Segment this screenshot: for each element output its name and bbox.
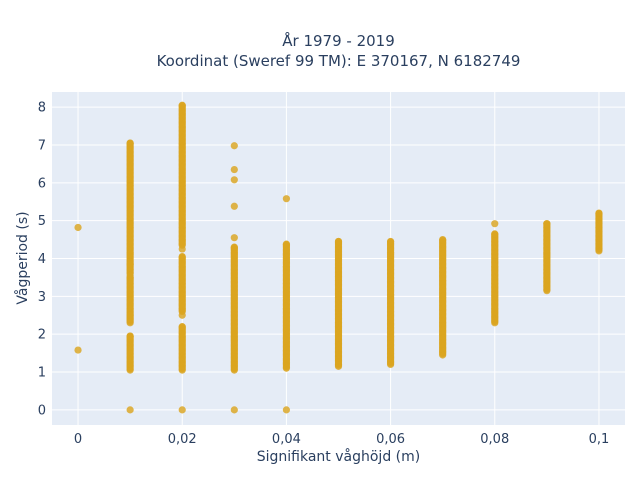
- y-tick-labels: 0 1 2 3 4 5 6 7 8: [38, 101, 46, 419]
- data-point: [126, 271, 134, 280]
- data-point: [126, 260, 134, 268]
- data-point: [178, 253, 186, 261]
- data-point: [178, 323, 186, 331]
- data-point: [230, 202, 238, 210]
- x-tick-label: 0,04: [272, 432, 301, 447]
- data-point: [334, 237, 343, 246]
- data-point: [74, 223, 82, 232]
- data-point: [178, 311, 186, 319]
- data-point: [126, 311, 134, 319]
- data-point: [178, 406, 186, 414]
- y-tick-label: 4: [38, 252, 46, 267]
- data-point: [230, 142, 238, 150]
- y-tick-label: 3: [38, 290, 46, 305]
- data-point: [491, 230, 499, 238]
- y-axis-title: Vågperiod (s): [14, 211, 31, 304]
- x-tick-label: 0,06: [376, 432, 405, 447]
- data-point: [543, 220, 551, 228]
- y-tick-label: 0: [38, 403, 46, 418]
- data-point: [595, 209, 603, 217]
- y-tick-label: 1: [38, 366, 46, 381]
- data-point: [178, 245, 186, 253]
- data-points: [74, 101, 603, 414]
- data-point: [126, 332, 134, 340]
- data-point: [230, 406, 238, 414]
- data-point: [282, 240, 291, 248]
- data-point: [439, 235, 447, 244]
- data-point: [230, 176, 238, 184]
- data-point: [491, 220, 499, 228]
- data-point: [282, 195, 291, 203]
- y-tick-label: 6: [38, 176, 46, 191]
- chart-title: År 1979 - 2019: [282, 31, 395, 50]
- y-tick-label: 8: [38, 101, 46, 116]
- data-point: [126, 406, 134, 414]
- data-point: [74, 346, 82, 354]
- data-point: [230, 243, 238, 251]
- x-axis-title: Signifikant våghöjd (m): [257, 448, 420, 465]
- x-tick-label: 0,1: [589, 432, 610, 447]
- chart-subtitle: Koordinat (Sweref 99 TM): E 370167, N 61…: [157, 52, 521, 70]
- x-tick-label: 0: [74, 432, 82, 447]
- data-point: [386, 237, 395, 246]
- x-tick-label: 0,08: [480, 432, 509, 447]
- data-point: [178, 101, 186, 109]
- data-point: [230, 234, 238, 242]
- x-tick-labels: 0 0,02 0,04 0,06 0,08 0,1: [74, 432, 609, 447]
- y-tick-label: 7: [38, 138, 46, 153]
- data-point: [126, 139, 134, 147]
- x-tick-label: 0,02: [168, 432, 197, 447]
- y-tick-label: 5: [38, 214, 46, 229]
- y-tick-label: 2: [38, 328, 46, 343]
- data-point: [230, 165, 238, 174]
- data-point: [282, 406, 291, 414]
